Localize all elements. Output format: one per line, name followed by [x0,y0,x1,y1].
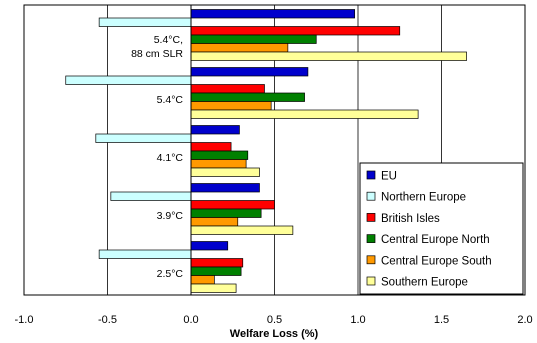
bar-southern-europe [190,167,260,177]
bar-eu [190,9,356,19]
legend: EU Northern Europe British Isles Central Eu… [359,162,524,295]
bar-central-europe-south [190,43,289,53]
bar-british-isles [190,84,265,94]
bar-central-europe-south [190,275,215,285]
legend-swatch [366,276,376,286]
bar-central-europe-south [190,159,247,169]
bar-southern-europe [190,109,419,119]
x-tick-label: 1.5 [434,314,449,326]
bar-central-europe-north [190,266,242,276]
group-label: 5.4°C, [154,34,183,46]
plot-area-frame [23,4,526,296]
bar-central-europe-north [190,208,262,218]
x-axis-tick-labels: -1.0 -0.5 0.0 0.5 1.0 1.5 2.0 [15,314,533,326]
bar-northern-europe [110,191,192,201]
bar-eu [190,241,229,251]
legend-label: Central Europe North [381,234,490,246]
legend-swatch [366,191,376,201]
legend-label: Central Europe South [381,255,492,267]
legend-swatch [366,255,376,265]
x-tick-label: -1.0 [15,314,34,326]
bar-northern-europe [98,249,192,259]
bar-northern-europe [65,75,192,85]
bar-northern-europe [98,17,192,27]
x-tick-label: 0.5 [267,314,282,326]
bar-british-isles [190,142,232,152]
bar-central-europe-south [190,101,272,111]
bar-southern-europe [190,283,237,293]
bar-central-europe-south [190,217,239,227]
bar-central-europe-north [190,92,305,102]
bar-eu [190,183,260,193]
legend-label: Southern Europe [381,277,468,289]
bar-central-europe-north [190,34,317,44]
legend-box [359,162,524,295]
bar-british-isles [190,26,401,36]
group-label: 3.9°C [157,210,184,222]
group-label: 2.5°C [157,268,184,280]
x-tick-label: -0.5 [98,314,117,326]
bars [65,9,467,293]
bar-british-isles [190,200,275,210]
group-label-line2: 88 cm SLR [131,48,183,60]
legend-swatch [366,234,376,243]
bar-southern-europe [190,51,467,61]
bar-eu [190,125,240,135]
legend-swatch [366,213,376,222]
legend-label: Northern Europe [381,192,466,204]
bar-northern-europe [95,133,192,143]
x-tick-label: 2.0 [517,314,532,326]
legend-items: EU Northern Europe British Isles Central Eu… [366,170,492,289]
x-tick-label: 1.0 [350,314,365,326]
x-tick-label: 0.0 [183,314,198,326]
legend-label: EU [381,171,397,183]
bar-central-europe-north [190,150,249,160]
bar-southern-europe [190,225,294,235]
group-labels: 5.4°C, 88 cm SLR 5.4°C 4.1°C 3.9°C 2.5°C [131,34,183,280]
bar-british-isles [190,258,244,268]
group-label: 5.4°C [157,94,184,106]
group-label: 4.1°C [157,152,184,164]
x-axis-title: Welfare Loss (%) [230,328,319,340]
legend-label: British Isles [381,213,440,225]
bar-eu [190,67,309,77]
legend-swatch [366,170,376,180]
